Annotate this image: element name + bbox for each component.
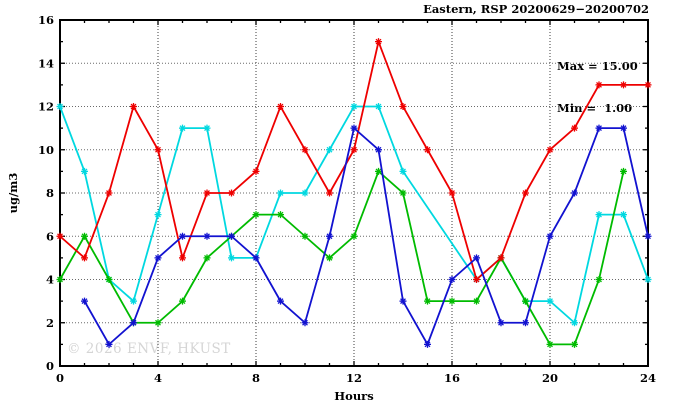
x-axis-label: Hours (334, 389, 374, 403)
legend-max-line: Max = 15.00 (557, 59, 638, 73)
svg-text:10: 10 (38, 143, 54, 157)
svg-text:0: 0 (56, 371, 64, 385)
legend-min-line: Min = 1.00 (557, 101, 633, 115)
svg-text:4: 4 (46, 273, 54, 287)
svg-text:2: 2 (46, 316, 54, 330)
watermark: © 2026 ENVF, HKUST (67, 341, 231, 357)
svg-text:12: 12 (346, 371, 362, 385)
svg-text:8: 8 (46, 186, 54, 200)
svg-text:24: 24 (640, 371, 656, 385)
svg-text:14: 14 (38, 56, 54, 70)
svg-text:0: 0 (46, 359, 54, 373)
svg-text:16: 16 (444, 371, 460, 385)
svg-text:20: 20 (542, 371, 558, 385)
svg-text:4: 4 (154, 371, 162, 385)
chart-title: Eastern, RSP 20200629−20200702 (423, 2, 649, 16)
svg-text:12: 12 (38, 100, 54, 114)
svg-text:16: 16 (38, 13, 54, 27)
legend: Max = 15.00 Min = 1.00 (557, 31, 638, 143)
svg-text:6: 6 (46, 229, 54, 243)
svg-text:8: 8 (252, 371, 260, 385)
